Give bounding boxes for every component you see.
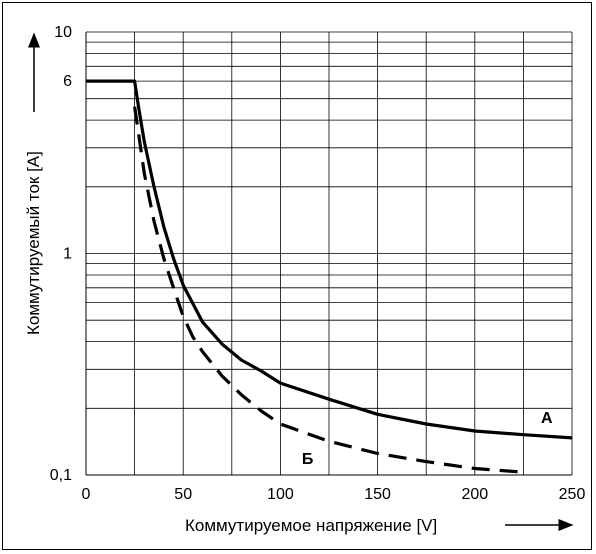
y-tick-label: 0,1 bbox=[50, 467, 72, 484]
chart-frame bbox=[2, 2, 592, 550]
x-tick-label: 50 bbox=[174, 486, 192, 503]
x-tick-label: 150 bbox=[364, 486, 391, 503]
series-label-a: A bbox=[541, 410, 553, 427]
x-tick-label: 250 bbox=[559, 486, 586, 503]
y-tick-label: 10 bbox=[54, 24, 72, 41]
y-axis-label: Коммутируемый ток [A] bbox=[24, 151, 43, 335]
x-tick-label: 100 bbox=[267, 486, 294, 503]
x-axis-label: Коммутируемое напряжение [V] bbox=[185, 516, 437, 535]
series-line-a bbox=[86, 79, 573, 440]
x-tick-label: 200 bbox=[461, 486, 488, 503]
tick-labels: A Б 0 50 100 150 200 250 0,1 1 6 10 bbox=[50, 24, 586, 503]
y-tick-label: 6 bbox=[63, 73, 72, 90]
grid-lines bbox=[85, 31, 573, 476]
series-group bbox=[86, 79, 573, 474]
series-label-b: Б bbox=[302, 451, 314, 468]
x-tick-label: 0 bbox=[82, 486, 91, 503]
y-tick-label: 1 bbox=[63, 246, 72, 263]
